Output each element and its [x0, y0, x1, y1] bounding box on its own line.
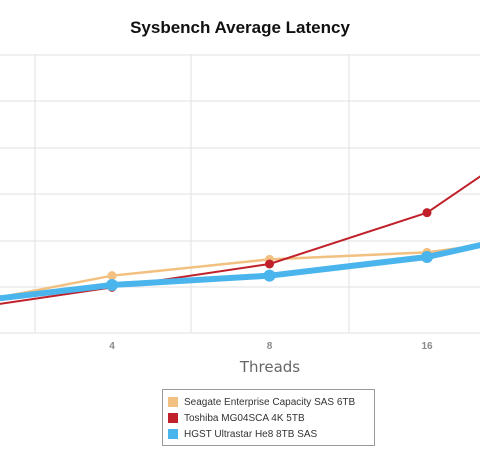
x-tick-label: 16 [421, 341, 433, 352]
legend-swatch [168, 429, 178, 439]
legend-item[interactable]: Seagate Enterprise Capacity SAS 6TB [168, 394, 374, 410]
data-point [107, 271, 117, 281]
grid [0, 54, 480, 334]
legend-label: Toshiba MG04SCA 4K 5TB [184, 412, 305, 424]
legend-swatch [168, 413, 178, 423]
legend-label: Seagate Enterprise Capacity SAS 6TB [184, 396, 356, 408]
x-tick-label: 4 [109, 341, 115, 352]
data-point [421, 251, 433, 263]
data-point [263, 269, 276, 282]
data-point [106, 279, 118, 291]
series-layer [0, 175, 480, 305]
chart-title: Sysbench Average Latency [130, 18, 350, 37]
x-axis-title: Threads [239, 358, 301, 376]
legend-item[interactable]: HGST Ultrastar He8 8TB SAS [168, 426, 374, 442]
legend-label: HGST Ultrastar He8 8TB SAS [184, 428, 318, 440]
data-point [265, 259, 274, 269]
legend-swatch [168, 397, 178, 407]
x-tick-labels: 4 8 16 [109, 341, 433, 352]
legend: Seagate Enterprise Capacity SAS 6TB Tosh… [162, 389, 375, 446]
x-tick-label: 8 [267, 341, 273, 352]
legend-item[interactable]: Toshiba MG04SCA 4K 5TB [168, 410, 374, 426]
data-point [422, 208, 432, 218]
